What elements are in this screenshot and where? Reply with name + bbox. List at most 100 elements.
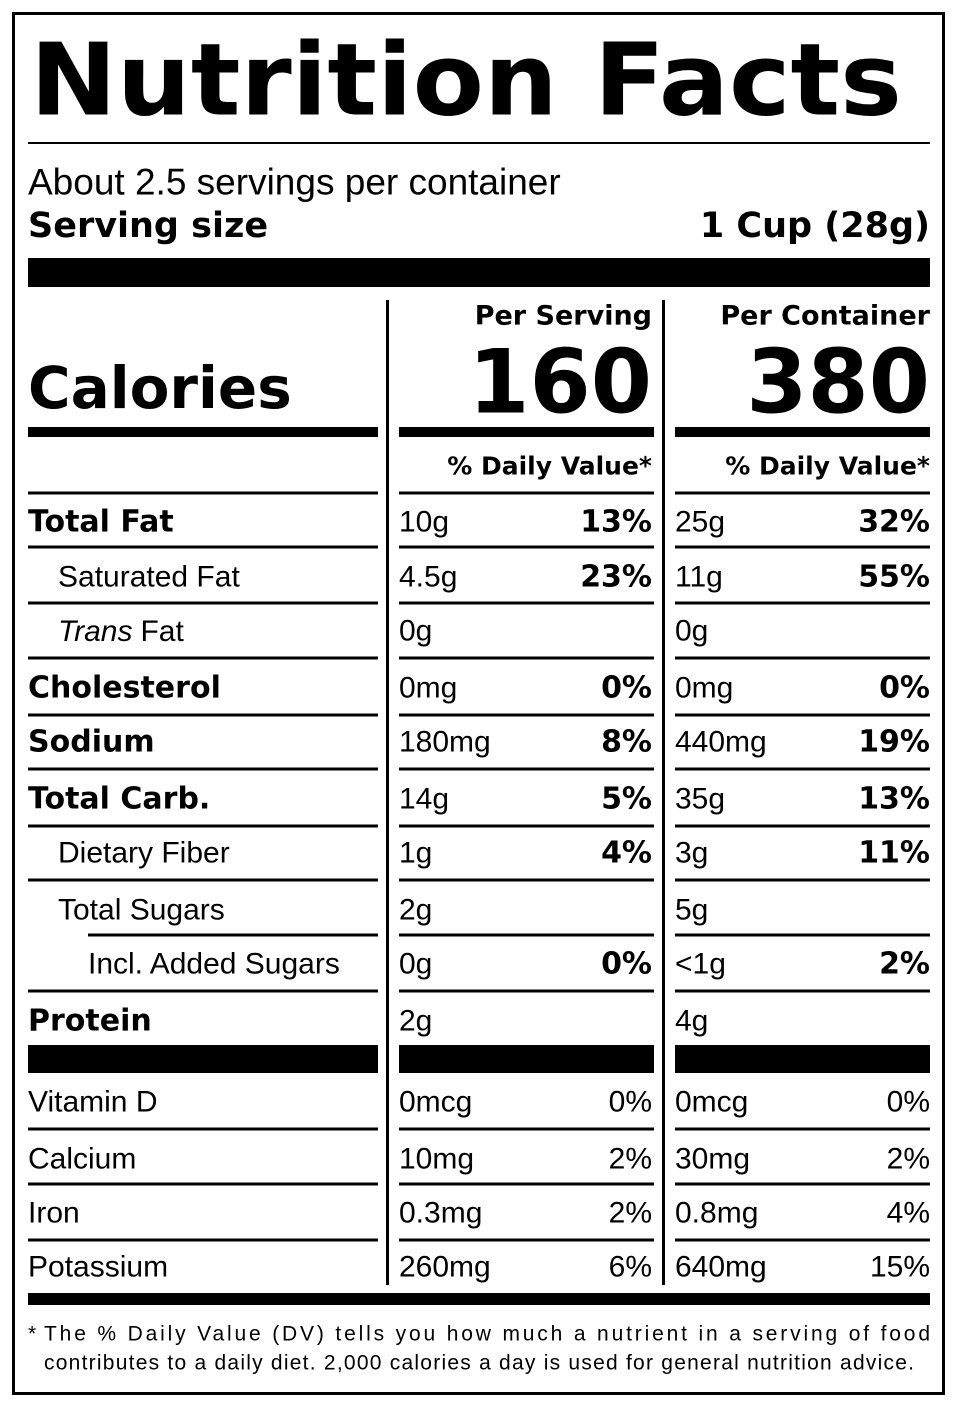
amount: 14g	[399, 783, 449, 816]
daily-value: 2%	[609, 1143, 652, 1176]
row-divider	[675, 933, 930, 937]
amount: 35g	[675, 783, 725, 816]
row-divider	[399, 1127, 654, 1131]
amount: 4g	[675, 1005, 708, 1038]
row-divider	[399, 989, 654, 993]
nutrient-name: Incl. Added Sugars	[88, 948, 340, 981]
row-divider	[399, 656, 654, 660]
amount: 25g	[675, 506, 725, 539]
nutrient-name: Saturated Fat	[58, 561, 240, 594]
daily-value: 55%	[858, 560, 930, 595]
nutrient-name: Vitamin D	[28, 1086, 158, 1119]
daily-value: 11%	[858, 836, 930, 871]
thick-bar	[399, 1045, 654, 1073]
row-divider	[675, 656, 930, 660]
row-divider	[28, 1127, 378, 1131]
daily-value: 0%	[601, 671, 652, 706]
daily-value: 32%	[858, 505, 930, 540]
bar	[675, 427, 930, 437]
bar	[28, 427, 378, 437]
column-divider	[662, 300, 665, 1285]
row-divider	[28, 656, 378, 660]
daily-value: 4%	[601, 836, 652, 871]
nutrient-name: Calcium	[28, 1143, 136, 1176]
nutrient-name: Iron	[28, 1197, 80, 1230]
row-divider	[28, 713, 378, 717]
amount: 0mcg	[399, 1086, 472, 1119]
row-divider	[675, 545, 930, 549]
row-divider	[675, 824, 930, 828]
amount: 640mg	[675, 1251, 767, 1284]
nutrient-name: Sodium	[28, 725, 155, 760]
row-divider	[675, 601, 930, 605]
amount: 1g	[399, 837, 432, 870]
label-border	[12, 12, 945, 1395]
per-container-header: Per Container	[720, 301, 930, 332]
row-divider	[399, 545, 654, 549]
row-divider	[399, 767, 654, 771]
row-divider	[399, 601, 654, 605]
nutrient-name: Total Fat	[28, 505, 174, 540]
daily-value: 13%	[858, 782, 930, 817]
daily-value: 8%	[601, 725, 652, 760]
row-divider	[675, 1182, 930, 1186]
row-divider	[675, 491, 930, 495]
nutrient-name-italic: Trans	[58, 615, 132, 648]
row-divider	[28, 767, 378, 771]
thick-bar	[28, 1293, 930, 1305]
row-divider	[28, 989, 378, 993]
daily-value: 19%	[858, 725, 930, 760]
row-divider	[675, 989, 930, 993]
amount: 30mg	[675, 1143, 750, 1176]
daily-value: 13%	[580, 505, 652, 540]
daily-value: 6%	[609, 1251, 652, 1284]
calories-per-container: 380	[746, 331, 930, 434]
nutrient-name: Protein	[28, 1004, 152, 1039]
serving-size-value: 1 Cup (28g)	[700, 206, 930, 246]
nutrient-name-rest: Fat	[140, 615, 184, 648]
row-divider	[88, 933, 378, 937]
row-divider	[399, 491, 654, 495]
dv-header: % Daily Value*	[447, 452, 652, 481]
amount: 2g	[399, 1005, 432, 1038]
nutrient-name: Total Sugars	[58, 894, 225, 927]
row-divider	[28, 601, 378, 605]
daily-value: 0%	[601, 947, 652, 982]
amount: 180mg	[399, 726, 491, 759]
footnote: contributes to a daily diet. 2,000 calor…	[44, 1352, 914, 1375]
row-divider	[675, 713, 930, 717]
amount: 0mcg	[675, 1086, 748, 1119]
daily-value: 0%	[609, 1086, 652, 1119]
bar	[399, 427, 654, 437]
calories-label: Calories	[28, 354, 292, 422]
servings: About 2.5 servings per container	[28, 162, 561, 203]
nutrient-name: Cholesterol	[28, 671, 221, 706]
amount: 0mg	[399, 672, 457, 705]
daily-value: 0%	[879, 671, 930, 706]
daily-value: 2%	[879, 947, 930, 982]
amount: 5g	[675, 894, 708, 927]
divider	[28, 142, 930, 144]
row-divider	[28, 878, 378, 882]
row-divider	[399, 933, 654, 937]
row-divider	[399, 1238, 654, 1242]
amount: 260mg	[399, 1251, 491, 1284]
amount: 0g	[675, 615, 708, 648]
daily-value: 5%	[601, 782, 652, 817]
amount: 440mg	[675, 726, 767, 759]
nutrient-name: Total Carb.	[28, 782, 210, 817]
row-divider	[675, 878, 930, 882]
title: Nutrition Facts	[30, 22, 902, 139]
dv-header: % Daily Value*	[725, 452, 930, 481]
calories-per-serving: 160	[468, 331, 652, 434]
amount: 3g	[675, 837, 708, 870]
row-divider	[28, 1238, 378, 1242]
row-divider	[28, 491, 378, 495]
thick-bar	[28, 258, 930, 287]
footnote-mark: *	[28, 1323, 36, 1346]
amount: 11g	[675, 561, 723, 594]
amount: 0.8mg	[675, 1197, 758, 1230]
daily-value: 0%	[887, 1086, 930, 1119]
daily-value: 2%	[887, 1143, 930, 1176]
